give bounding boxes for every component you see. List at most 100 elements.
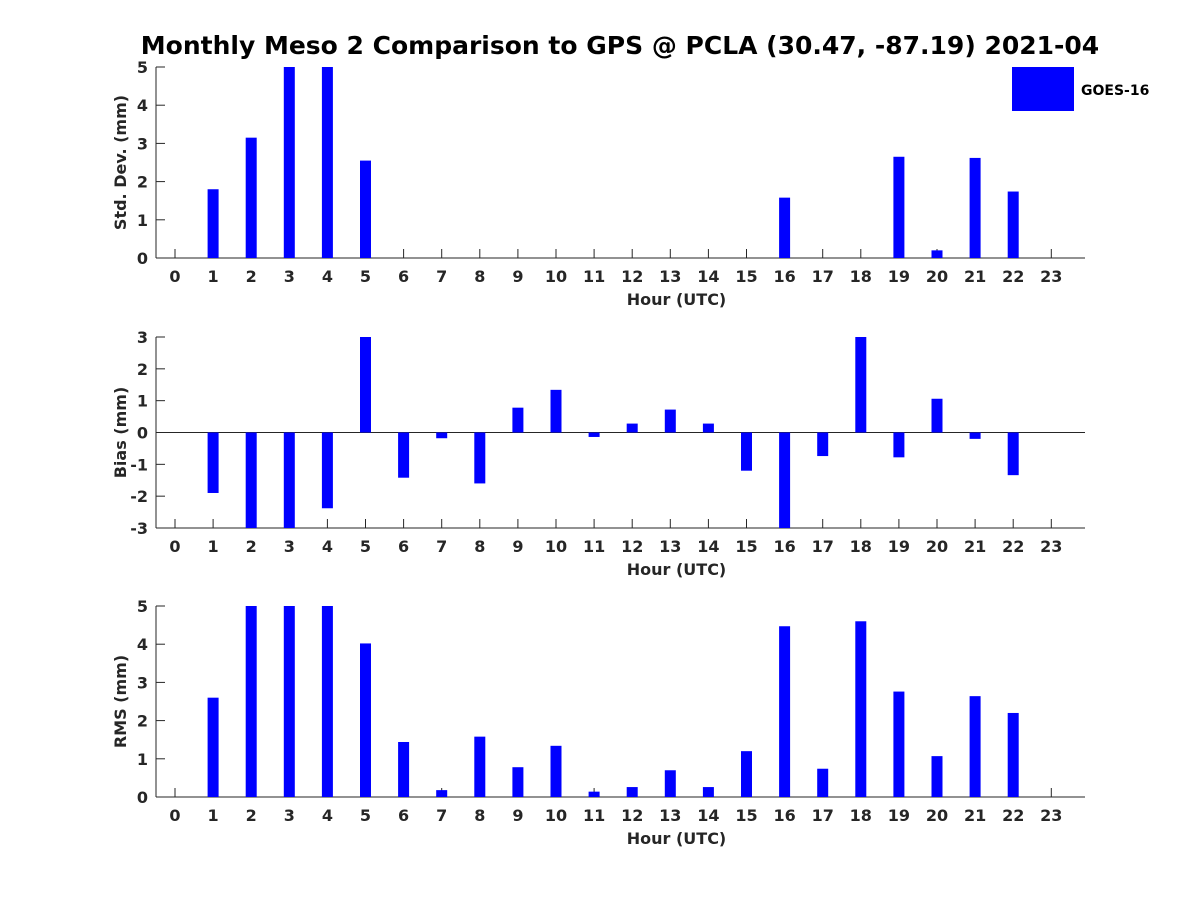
std-dev-y-tick-label: 0 bbox=[137, 249, 148, 268]
bias-bar-hour-19 bbox=[893, 432, 905, 458]
rms-y-tick-label: 4 bbox=[137, 635, 148, 654]
bias-x-tick-label: 3 bbox=[284, 537, 295, 556]
std-dev-x-tick-label: 2 bbox=[246, 267, 257, 286]
rms-x-tick-label: 2 bbox=[246, 806, 257, 825]
rms-x-tick-label: 12 bbox=[621, 806, 643, 825]
bias-y-tick-label: 1 bbox=[137, 392, 148, 411]
rms-x-tick-label: 23 bbox=[1040, 806, 1062, 825]
std-dev-x-tick-label: 3 bbox=[284, 267, 295, 286]
std-dev-y-tick-label: 5 bbox=[137, 58, 148, 77]
rms-bar-hour-14 bbox=[702, 787, 714, 797]
bias-x-tick-label: 7 bbox=[436, 537, 447, 556]
std-dev-bar-hour-3 bbox=[283, 67, 295, 258]
std-dev-x-tick-label: 19 bbox=[888, 267, 910, 286]
bias-bar-hour-11 bbox=[588, 432, 600, 437]
rms-x-tick-label: 3 bbox=[284, 806, 295, 825]
bias-x-tick-label: 6 bbox=[398, 537, 409, 556]
bias-x-axis-label: Hour (UTC) bbox=[627, 560, 727, 579]
rms-x-tick-label: 15 bbox=[735, 806, 757, 825]
rms-x-tick-label: 5 bbox=[360, 806, 371, 825]
bias-y-tick-label: -1 bbox=[130, 455, 148, 474]
rms-x-tick-label: 21 bbox=[964, 806, 986, 825]
rms-x-tick-label: 14 bbox=[697, 806, 719, 825]
rms-x-tick-label: 10 bbox=[545, 806, 567, 825]
rms-x-tick-label: 19 bbox=[888, 806, 910, 825]
bias-bar-hour-5 bbox=[360, 337, 371, 433]
std-dev-x-tick-label: 14 bbox=[697, 267, 719, 286]
std-dev-y-tick-label: 4 bbox=[137, 96, 148, 115]
std-dev-x-tick-label: 12 bbox=[621, 267, 643, 286]
bias-x-tick-label: 17 bbox=[812, 537, 834, 556]
rms-x-tick-label: 16 bbox=[773, 806, 795, 825]
bias-x-tick-label: 19 bbox=[888, 537, 910, 556]
rms-bar-hour-10 bbox=[550, 745, 562, 797]
std-dev-bar-hour-19 bbox=[893, 156, 905, 258]
bias-x-tick-label: 15 bbox=[735, 537, 757, 556]
bias-x-tick-label: 23 bbox=[1040, 537, 1062, 556]
std-dev-x-tick-label: 1 bbox=[208, 267, 219, 286]
std-dev-x-tick-label: 6 bbox=[398, 267, 409, 286]
bias-y-tick-label: -2 bbox=[130, 487, 148, 506]
std-dev-x-tick-label: 7 bbox=[436, 267, 447, 286]
rms-x-tick-label: 0 bbox=[169, 806, 180, 825]
bias-x-tick-label: 11 bbox=[583, 537, 605, 556]
rms-bar-hour-11 bbox=[588, 791, 600, 797]
std-dev-bar-hour-4 bbox=[321, 67, 333, 258]
std-dev-x-tick-label: 16 bbox=[773, 267, 795, 286]
rms-x-tick-label: 7 bbox=[436, 806, 447, 825]
bias-bar-hour-14 bbox=[702, 423, 714, 433]
rms-bar-hour-5 bbox=[360, 643, 371, 797]
rms-x-tick-label: 22 bbox=[1002, 806, 1024, 825]
bias-x-tick-label: 2 bbox=[246, 537, 257, 556]
std-dev-y-tick-label: 2 bbox=[137, 173, 148, 192]
bias-bar-hour-21 bbox=[969, 432, 981, 439]
bias-bar-hour-22 bbox=[1007, 432, 1019, 476]
rms-bar-hour-17 bbox=[817, 768, 829, 797]
bias-x-tick-label: 4 bbox=[322, 537, 333, 556]
rms-x-tick-label: 11 bbox=[583, 806, 605, 825]
rms-bar-hour-21 bbox=[969, 696, 981, 797]
std-dev-x-tick-label: 18 bbox=[850, 267, 872, 286]
bias-x-tick-label: 20 bbox=[926, 537, 948, 556]
bias-bar-hour-2 bbox=[245, 432, 257, 528]
rms-bar-hour-1 bbox=[207, 697, 219, 797]
bias-bar-hour-8 bbox=[474, 432, 486, 484]
rms-y-tick-label: 5 bbox=[137, 597, 148, 616]
rms-bar-hour-15 bbox=[741, 751, 752, 797]
rms-y-tick-label: 1 bbox=[137, 750, 148, 769]
bias-y-tick-label: -3 bbox=[130, 519, 148, 538]
bias-bar-hour-12 bbox=[626, 423, 638, 433]
std-dev-x-tick-label: 11 bbox=[583, 267, 605, 286]
rms-x-tick-label: 9 bbox=[512, 806, 523, 825]
legend-swatch-goes16 bbox=[1012, 67, 1074, 111]
std-dev-bar-hour-5 bbox=[360, 160, 371, 258]
bias-bar-hour-10 bbox=[550, 389, 562, 433]
bias-x-tick-label: 14 bbox=[697, 537, 719, 556]
bias-x-tick-label: 9 bbox=[512, 537, 523, 556]
std-dev-x-tick-label: 15 bbox=[735, 267, 757, 286]
bias-bar-hour-15 bbox=[741, 432, 752, 471]
bias-x-tick-label: 12 bbox=[621, 537, 643, 556]
std-dev-x-tick-label: 4 bbox=[322, 267, 333, 286]
bias-y-tick-label: 2 bbox=[137, 360, 148, 379]
std-dev-bar-hour-16 bbox=[779, 197, 791, 258]
bias-bar-hour-7 bbox=[436, 432, 448, 439]
bias-bar-hour-6 bbox=[398, 432, 410, 478]
rms-bar-hour-22 bbox=[1007, 712, 1019, 797]
rms-x-tick-label: 13 bbox=[659, 806, 681, 825]
rms-bar-hour-6 bbox=[398, 741, 410, 797]
bias-bar-hour-20 bbox=[931, 398, 943, 433]
std-dev-bar-hour-20 bbox=[931, 250, 943, 258]
rms-bar-hour-20 bbox=[931, 756, 943, 797]
bias-bar-hour-3 bbox=[283, 432, 295, 528]
rms-bar-hour-7 bbox=[436, 790, 448, 797]
bias-bar-hour-18 bbox=[855, 337, 867, 433]
bias-x-tick-label: 1 bbox=[208, 537, 219, 556]
bias-bar-hour-13 bbox=[664, 409, 676, 433]
rms-bar-hour-8 bbox=[474, 736, 486, 797]
rms-y-tick-label: 0 bbox=[137, 788, 148, 807]
bias-x-tick-label: 16 bbox=[773, 537, 795, 556]
std-dev-x-tick-label: 20 bbox=[926, 267, 948, 286]
